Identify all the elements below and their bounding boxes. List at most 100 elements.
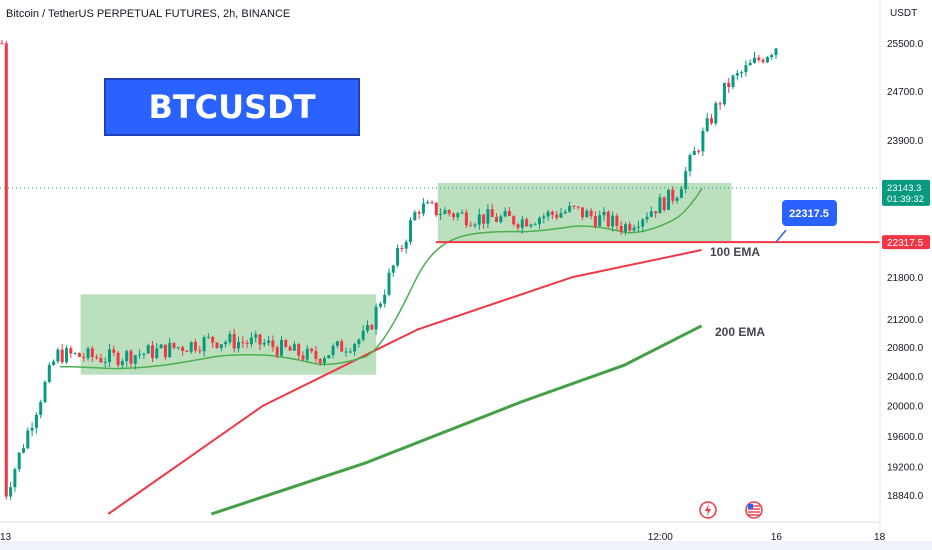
candle-body (611, 215, 615, 227)
candle-body (753, 57, 756, 63)
candle-body (237, 341, 240, 349)
time-tick-label: 18 (874, 532, 886, 543)
price-tick-label: 18840.0 (887, 491, 924, 502)
candle-body (710, 118, 713, 124)
candle-body (288, 346, 292, 351)
candle-body (0, 43, 4, 45)
candle-body (722, 82, 726, 105)
price-tick-label: 24700.0 (887, 87, 924, 98)
candle-body (585, 210, 589, 218)
ema100-label: 100 EMA (710, 245, 760, 259)
candle-body (658, 197, 662, 214)
candle-body (421, 203, 425, 214)
candle-body (632, 227, 636, 231)
candle-body (284, 339, 288, 347)
candle-body (662, 197, 666, 210)
update-badge: BTCUSDT UPDATE (104, 78, 360, 180)
candle-body (228, 334, 232, 343)
candle-body (641, 219, 645, 227)
candle-body (90, 348, 94, 357)
candle-body (241, 341, 245, 343)
candle-body (26, 430, 30, 449)
candle-body (735, 73, 739, 76)
candle-body (331, 345, 335, 356)
candle-body (520, 219, 524, 228)
candle-body (765, 57, 769, 63)
lightning-glyph (705, 504, 711, 516)
candle-body (95, 356, 99, 359)
candle-body (292, 344, 296, 351)
candle-body (473, 224, 477, 226)
candle-body (697, 150, 701, 152)
symbol-title: Bitcoin / TetherUS PERPETUAL FUTURES, 2h… (6, 8, 291, 20)
candle-body (344, 351, 348, 353)
candle-body (34, 414, 38, 428)
candle-body (198, 350, 202, 352)
candle-body (13, 469, 17, 488)
candle-body (163, 344, 167, 358)
candle-body (469, 225, 473, 227)
candle-body (245, 342, 249, 345)
candle-body (654, 211, 658, 214)
candle-body (232, 334, 236, 349)
candle-body (65, 348, 68, 363)
ema-line-200 (210, 324, 703, 516)
candle-body (550, 211, 554, 215)
candle-body (9, 487, 13, 497)
candle-body (138, 354, 142, 356)
candle-body (185, 350, 189, 352)
candle-body (327, 355, 331, 359)
candle-body (280, 339, 283, 356)
candle-body (374, 306, 378, 330)
candle-body (142, 353, 146, 355)
candle-body (133, 355, 137, 364)
candle-body (77, 352, 81, 357)
candles (0, 39, 778, 501)
candle-body (572, 205, 576, 207)
candle-body (82, 356, 86, 358)
candle-body (297, 344, 301, 356)
candle-body (206, 336, 210, 338)
price-axis: USDT 25500.0 24700.0 23900.0 23143.301:39:32… (879, 0, 930, 550)
candle-body (366, 325, 369, 331)
time-tick-label: 12:00 (648, 532, 673, 543)
candle-body (409, 220, 412, 242)
candle-body (335, 341, 339, 346)
candle-body (353, 344, 357, 352)
candle-body (47, 364, 51, 382)
range-boxes (80, 182, 732, 375)
candle-body (490, 209, 494, 217)
candle-body (628, 224, 632, 231)
candle-body (275, 347, 279, 356)
candle-body (671, 189, 675, 201)
candle-body (486, 209, 490, 224)
level-callout-box[interactable] (782, 200, 837, 226)
candle-body (464, 212, 468, 226)
candle-body (482, 214, 486, 224)
candle-body (391, 265, 395, 273)
candle-body (22, 448, 25, 453)
candle-body (323, 358, 326, 364)
candle-body (559, 213, 563, 218)
candle-body (86, 348, 90, 358)
candle-body (99, 358, 103, 363)
candle-body (675, 197, 679, 201)
ema-line-100 (107, 249, 702, 515)
level-callout-label: 22317.5 (789, 208, 829, 220)
candle-body (189, 342, 193, 352)
candle-body (159, 344, 163, 349)
candle-body (688, 155, 692, 172)
candle-body (443, 210, 447, 215)
annotations: 100 EMA 200 EMA 22317.5 (699, 200, 837, 519)
price-axis-unit: USDT (890, 8, 917, 19)
price-tick-label: 20800.0 (887, 343, 924, 354)
candle-body (499, 216, 503, 222)
candle-body (507, 211, 511, 217)
candle-body (417, 212, 421, 214)
candle-body (73, 352, 77, 354)
candle-body (503, 211, 507, 217)
candle-body (305, 348, 309, 360)
candle-body (116, 352, 120, 366)
candle-body (744, 65, 748, 73)
